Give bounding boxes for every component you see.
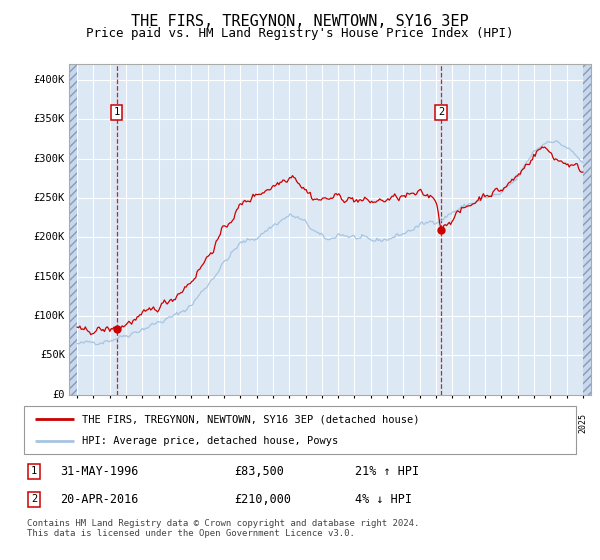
Text: £50K: £50K [40, 351, 65, 361]
Text: 2011: 2011 [350, 413, 359, 433]
Text: £150K: £150K [34, 272, 65, 282]
Text: 1: 1 [113, 108, 120, 117]
Text: 2014: 2014 [399, 413, 408, 433]
Text: 2020: 2020 [497, 413, 506, 433]
Text: £250K: £250K [34, 193, 65, 203]
Text: £350K: £350K [34, 114, 65, 124]
Text: 20-APR-2016: 20-APR-2016 [60, 493, 138, 506]
Text: £100K: £100K [34, 311, 65, 321]
Text: 2004: 2004 [236, 413, 245, 433]
Bar [583, 64, 591, 395]
Text: 2001: 2001 [187, 413, 196, 433]
Text: 1996: 1996 [105, 413, 114, 433]
Bar [69, 64, 77, 395]
Text: 2009: 2009 [317, 413, 326, 433]
Text: Price paid vs. HM Land Registry's House Price Index (HPI): Price paid vs. HM Land Registry's House … [86, 27, 514, 40]
Text: £83,500: £83,500 [234, 465, 284, 478]
Text: 31-MAY-1996: 31-MAY-1996 [60, 465, 138, 478]
FancyBboxPatch shape [24, 406, 576, 454]
Text: 1999: 1999 [154, 413, 163, 433]
Text: 2005: 2005 [252, 413, 261, 433]
Text: £0: £0 [52, 390, 65, 400]
Text: 21% ↑ HPI: 21% ↑ HPI [355, 465, 419, 478]
Text: 2018: 2018 [464, 413, 473, 433]
Text: 2022: 2022 [529, 413, 538, 433]
Text: 2021: 2021 [513, 413, 522, 433]
Text: 2007: 2007 [285, 413, 294, 433]
Text: 4% ↓ HPI: 4% ↓ HPI [355, 493, 412, 506]
Text: 2016: 2016 [431, 413, 440, 433]
Text: 2019: 2019 [481, 413, 490, 433]
Text: £210,000: £210,000 [234, 493, 291, 506]
Text: £200K: £200K [34, 232, 65, 242]
Text: 2012: 2012 [366, 413, 375, 433]
Text: 2025: 2025 [578, 413, 587, 433]
Text: 1995: 1995 [89, 413, 98, 433]
Text: 2024: 2024 [562, 413, 571, 433]
Text: 1: 1 [31, 466, 37, 477]
Text: £300K: £300K [34, 154, 65, 164]
Text: 2: 2 [31, 494, 37, 504]
Text: 2008: 2008 [301, 413, 310, 433]
Text: 1998: 1998 [138, 413, 147, 433]
Text: 1997: 1997 [122, 413, 131, 433]
Text: HPI: Average price, detached house, Powys: HPI: Average price, detached house, Powy… [82, 436, 338, 446]
Text: 2: 2 [438, 108, 444, 117]
Text: 2002: 2002 [203, 413, 212, 433]
Text: 2006: 2006 [268, 413, 277, 433]
Text: 2003: 2003 [220, 413, 229, 433]
Text: 2000: 2000 [170, 413, 179, 433]
Text: 2010: 2010 [334, 413, 343, 433]
Text: 2015: 2015 [415, 413, 424, 433]
Text: 1994: 1994 [73, 413, 82, 433]
Text: Contains HM Land Registry data © Crown copyright and database right 2024.
This d: Contains HM Land Registry data © Crown c… [27, 519, 419, 538]
Text: 2013: 2013 [383, 413, 392, 433]
Text: £400K: £400K [34, 75, 65, 85]
Text: 2023: 2023 [546, 413, 555, 433]
Text: 2017: 2017 [448, 413, 457, 433]
Text: THE FIRS, TREGYNON, NEWTOWN, SY16 3EP (detached house): THE FIRS, TREGYNON, NEWTOWN, SY16 3EP (d… [82, 414, 419, 424]
Text: THE FIRS, TREGYNON, NEWTOWN, SY16 3EP: THE FIRS, TREGYNON, NEWTOWN, SY16 3EP [131, 14, 469, 29]
